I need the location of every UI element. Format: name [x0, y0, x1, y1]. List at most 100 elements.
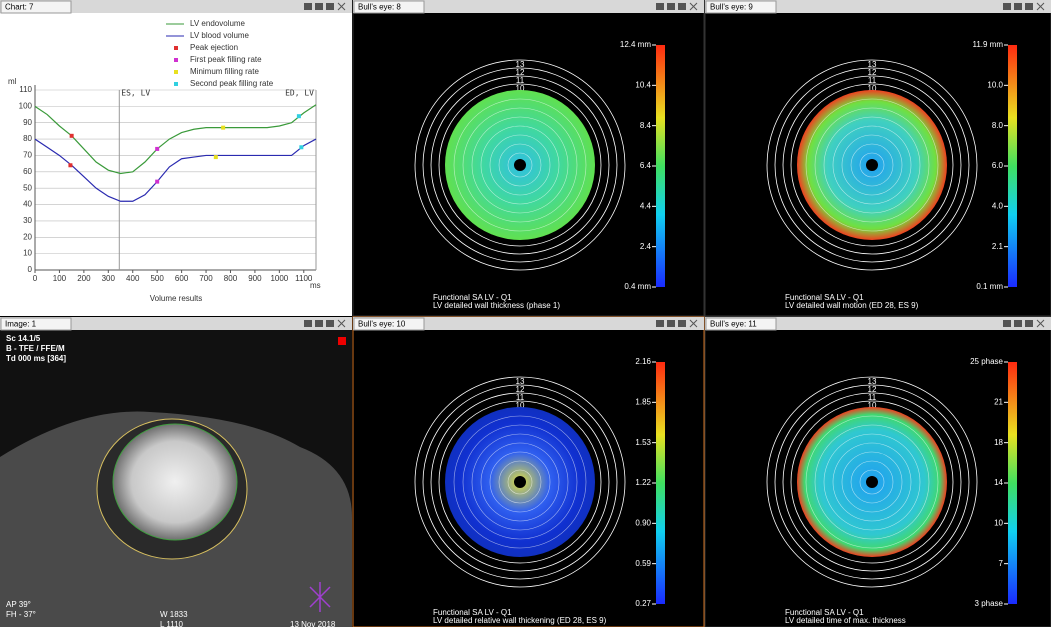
- scale-label: 10.0: [987, 80, 1003, 89]
- y-tick-label: 90: [23, 118, 32, 127]
- y-tick-label: 70: [23, 151, 32, 160]
- x-axis-label: ms: [310, 281, 321, 290]
- panel-title: Image: 1: [5, 320, 37, 329]
- event-point: [68, 163, 72, 167]
- bulls-eye-panel: Bull's eye: 10131211102.161.851.531.220.…: [353, 317, 704, 627]
- caption: LV detailed time of max. thickness: [785, 616, 906, 625]
- scale-label: 0.27: [635, 599, 651, 608]
- event-point: [299, 145, 303, 149]
- scale-label: 0.1 mm: [976, 282, 1003, 291]
- window-button[interactable]: [656, 320, 664, 327]
- y-axis-label: ml: [8, 77, 17, 86]
- scale-label: 1.22: [635, 478, 651, 487]
- scale-label: 18: [994, 438, 1003, 447]
- x-tick-label: 600: [175, 274, 189, 283]
- y-tick-label: 100: [19, 101, 33, 110]
- legend-marker: [174, 46, 178, 50]
- scale-label: 4.4: [640, 201, 652, 210]
- image-info: FH - 37°: [6, 610, 36, 619]
- x-tick-label: 800: [224, 274, 238, 283]
- image-info: B - TFE / FFE/M: [6, 344, 65, 353]
- event-point: [221, 126, 225, 130]
- scale-label: 6.4: [640, 161, 652, 170]
- legend-label: LV blood volume: [190, 31, 250, 40]
- x-tick-label: 200: [77, 274, 91, 283]
- y-tick-label: 110: [19, 85, 32, 94]
- x-tick-label: 100: [53, 274, 67, 283]
- scale-label: 1.85: [635, 397, 651, 406]
- window-button[interactable]: [1003, 3, 1011, 10]
- scale-label: 25 phase: [970, 357, 1003, 366]
- window-button[interactable]: [326, 320, 334, 327]
- x-tick-label: 1000: [270, 274, 288, 283]
- scale-label: 2.16: [635, 357, 651, 366]
- window-button[interactable]: [326, 3, 334, 10]
- x-tick-label: 700: [199, 274, 213, 283]
- window-button[interactable]: [1014, 3, 1022, 10]
- scale-label: 2.4: [640, 242, 652, 251]
- annotation-label: ED, LV: [285, 89, 314, 98]
- event-point: [155, 180, 159, 184]
- window-button[interactable]: [1014, 320, 1022, 327]
- scale-label: 0.90: [635, 518, 651, 527]
- event-point: [70, 134, 74, 138]
- window-button[interactable]: [678, 3, 686, 10]
- window-button[interactable]: [315, 320, 323, 327]
- scale-label: 10: [994, 518, 1003, 527]
- bulls-eye-panel: Bull's eye: 111312111025 phase2118141073…: [705, 317, 1051, 627]
- scale-label: 11.9 mm: [972, 40, 1003, 49]
- scale-label: 8.0: [992, 121, 1004, 130]
- window-button[interactable]: [1025, 3, 1033, 10]
- color-bar: [656, 362, 665, 604]
- annotation-label: ES, LV: [121, 89, 150, 98]
- panel-title: Bull's eye: 8: [358, 3, 401, 12]
- y-tick-label: 20: [23, 232, 32, 241]
- caption: LV detailed wall thickness (phase 1): [433, 301, 560, 310]
- panel-title: Bull's eye: 9: [710, 3, 753, 12]
- chart-caption: Volume results: [150, 294, 202, 303]
- blood-pool: [113, 424, 237, 540]
- window-button[interactable]: [667, 3, 675, 10]
- window-value: W 1833: [160, 610, 188, 619]
- image-info: Td 000 ms [364]: [6, 354, 66, 363]
- scale-label: 21: [994, 397, 1003, 406]
- event-point: [155, 147, 159, 151]
- apex: [866, 476, 878, 488]
- scale-label: 0.4 mm: [624, 282, 651, 291]
- caption: LV detailed relative wall thickening (ED…: [433, 616, 607, 625]
- apex: [514, 159, 526, 171]
- scale-label: 8.4: [640, 121, 652, 130]
- apex: [866, 159, 878, 171]
- scale-label: 2.1: [992, 242, 1004, 251]
- window-button[interactable]: [304, 3, 312, 10]
- image-panel: Image: 1 Sc 14.1/5B - TFE / FFE/MTd 000 m…: [0, 317, 352, 627]
- window-button[interactable]: [656, 3, 664, 10]
- window-button[interactable]: [304, 320, 312, 327]
- y-tick-label: 40: [23, 200, 32, 209]
- legend-label: Second peak filling rate: [190, 79, 274, 88]
- x-tick-label: 500: [150, 274, 164, 283]
- legend-label: Peak ejection: [190, 43, 238, 52]
- status-indicator: [338, 337, 346, 345]
- x-tick-label: 0: [33, 274, 38, 283]
- color-bar: [1008, 45, 1017, 287]
- legend-label: First peak filling rate: [190, 55, 262, 64]
- scale-label: 3 phase: [975, 599, 1004, 608]
- scale-label: 14: [994, 478, 1003, 487]
- y-tick-label: 10: [23, 249, 32, 258]
- legend-label: LV endovolume: [190, 19, 246, 28]
- legend-marker: [174, 70, 178, 74]
- legend-marker: [174, 58, 178, 62]
- x-tick-label: 900: [248, 274, 262, 283]
- color-bar: [1008, 362, 1017, 604]
- window-button[interactable]: [1003, 320, 1011, 327]
- image-info: AP 39°: [6, 600, 31, 609]
- window-button[interactable]: [315, 3, 323, 10]
- window-button[interactable]: [667, 320, 675, 327]
- apex: [514, 476, 526, 488]
- window-button[interactable]: [1025, 320, 1033, 327]
- chart-panel: Chart: 701020304050607080901001100100200…: [0, 0, 352, 316]
- image-info: Sc 14.1/5: [6, 334, 41, 343]
- window-button[interactable]: [678, 320, 686, 327]
